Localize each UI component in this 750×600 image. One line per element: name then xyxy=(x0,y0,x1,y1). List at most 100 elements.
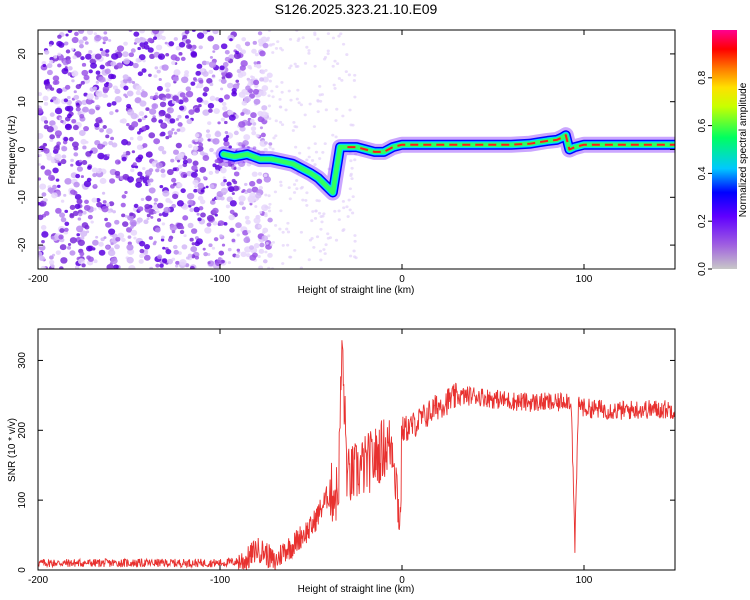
spectrogram-noise-dot xyxy=(231,87,237,93)
x-tick-label: -200 xyxy=(28,575,48,586)
spectrogram-noise-dot xyxy=(353,239,357,243)
spectrogram-noise-dot xyxy=(333,209,337,213)
spectrogram-noise-dot xyxy=(259,77,265,82)
spectrogram-noise-dot xyxy=(313,64,317,68)
spectrogram-noise-dot xyxy=(108,140,114,146)
spectrogram-noise-dot xyxy=(335,62,340,65)
spectrogram-noise-dot xyxy=(202,30,208,35)
spectrogram-noise-dot xyxy=(264,69,268,72)
spectrogram-noise-dot xyxy=(135,181,143,188)
spectrogram-noise-dot xyxy=(52,167,59,174)
spectrogram-noise-dot xyxy=(161,258,168,264)
spectrogram-noise-dot xyxy=(167,237,173,242)
spectrogram-noise-dot xyxy=(106,128,113,135)
spectrogram-noise-dot xyxy=(174,264,179,268)
spectrogram-noise-dot xyxy=(267,209,272,213)
spectrogram-noise-dot xyxy=(95,106,100,111)
spectrogram-noise-dot xyxy=(49,43,53,47)
spectrogram-noise-dot xyxy=(158,213,163,217)
spectrogram-noise-dot xyxy=(155,33,163,40)
spectrogram-noise-dot xyxy=(262,42,269,49)
spectrogram-noise-dot xyxy=(181,244,188,250)
spectrogram-noise-dot xyxy=(224,131,229,135)
spectrogram-noise-dot xyxy=(110,74,117,80)
spectrogram-noise-dot xyxy=(292,120,296,124)
spectrogram-noise-dot xyxy=(257,254,261,258)
spectrogram-noise-dot xyxy=(125,227,133,233)
spectrogram-noise-dot xyxy=(151,103,159,110)
spectrogram-noise-dot xyxy=(42,198,47,202)
spectrogram-noise-dot xyxy=(194,185,198,189)
spectrogram-noise-dot xyxy=(249,180,256,187)
spectrogram-noise-dot xyxy=(60,257,68,264)
spectrogram-noise-dot xyxy=(141,68,147,73)
spectrogram-noise-dot xyxy=(235,254,240,259)
spectrogram-noise-dot xyxy=(185,39,191,44)
snr-panel: -200 -100 0 100 0 100 200 300 Height of straig… xyxy=(7,328,676,595)
ridge-core xyxy=(347,134,675,153)
spectrogram-noise-dot xyxy=(46,63,53,69)
spectrogram-noise-dot xyxy=(258,42,264,47)
spectrogram-noise-dot xyxy=(133,203,139,209)
spectrogram-noise-dot xyxy=(110,136,115,141)
spectrogram-noise-dot xyxy=(214,131,222,138)
spectrogram-noise-dot xyxy=(157,254,163,260)
spectrogram-noise-dot xyxy=(149,108,157,115)
spectrogram-noise-dot xyxy=(222,176,226,180)
spectrogram-noise-dot xyxy=(223,222,228,226)
spectrogram-noise-dot xyxy=(203,252,208,257)
spectrogram-noise-dot xyxy=(293,62,297,66)
spectrogram-noise-dot xyxy=(61,145,68,152)
spectrogram-noise-dot xyxy=(172,193,179,200)
spectrogram-noise-dot xyxy=(262,76,269,83)
spectrogram-noise-dot xyxy=(87,214,93,220)
spectrogram-noise-dot xyxy=(212,44,220,51)
spectrogram-noise-dot xyxy=(223,161,230,168)
spectrogram-noise-dot xyxy=(196,97,203,103)
spectrogram-noise-dot xyxy=(192,151,197,156)
spectrogram-noise-dot xyxy=(55,178,60,182)
spectrogram-noise-dot xyxy=(195,70,201,76)
spectrogram-noise-dot xyxy=(194,133,200,138)
spectrogram-noise-dot xyxy=(223,179,227,183)
spectrogram-noise-dot xyxy=(79,113,85,119)
spectrogram-noise-dot xyxy=(323,56,328,59)
spectrogram-noise-dot xyxy=(222,106,228,111)
spectrogram-noise-dot xyxy=(197,137,204,143)
spectrogram-noise-dot xyxy=(64,123,73,131)
spectrogram-noise-dot xyxy=(313,216,318,220)
spectrogram-noise-dot xyxy=(179,92,186,98)
spectrogram-noise-dot xyxy=(190,81,196,86)
spectrogram-noise-dot xyxy=(64,177,72,185)
spectrogram-noise-dot xyxy=(145,195,152,202)
spectrogram-noise-dot xyxy=(192,77,197,81)
spectrogram-noise-dot xyxy=(113,264,119,269)
y-tick-label: -10 xyxy=(17,190,28,205)
spectrogram-noise-dot xyxy=(116,62,124,69)
spectrogram-noise-dot xyxy=(349,123,353,127)
spectrogram-noise-dot xyxy=(236,248,241,252)
spectrogram-noise-dot xyxy=(97,116,102,121)
spectrogram-noise-dot xyxy=(197,217,202,222)
spectrogram-noise-dot xyxy=(299,103,303,107)
spectrogram-noise-dot xyxy=(114,244,120,250)
spectrogram-noise-dot xyxy=(107,210,111,214)
spectrogram-noise-dot xyxy=(63,136,69,142)
spectrogram-noise-dot xyxy=(90,220,94,224)
spectrogram-noise-dot xyxy=(251,75,256,80)
spectrogram-noise-dot xyxy=(258,90,265,96)
spectrogram-noise-dot xyxy=(121,194,127,199)
spectrogram-noise-dot xyxy=(178,41,186,48)
spectrogram-noise-dot xyxy=(165,197,171,203)
spectrogram-noise-dot xyxy=(213,151,217,155)
spectrogram-noise-dot xyxy=(301,36,305,40)
spectrogram-noise-dot xyxy=(248,245,255,250)
spectrogram-noise-dot xyxy=(131,150,136,154)
spectrogram-noise-dot xyxy=(334,238,339,242)
snr-x-ticks: -200 -100 0 100 xyxy=(28,329,593,586)
spectrogram-noise-dot xyxy=(130,225,134,229)
spectrogram-noise-dot xyxy=(159,263,164,268)
spectrogram-noise-dot xyxy=(272,136,276,140)
spectrogram-noise-dot xyxy=(253,217,261,224)
spectrogram-noise-dot xyxy=(347,198,351,202)
